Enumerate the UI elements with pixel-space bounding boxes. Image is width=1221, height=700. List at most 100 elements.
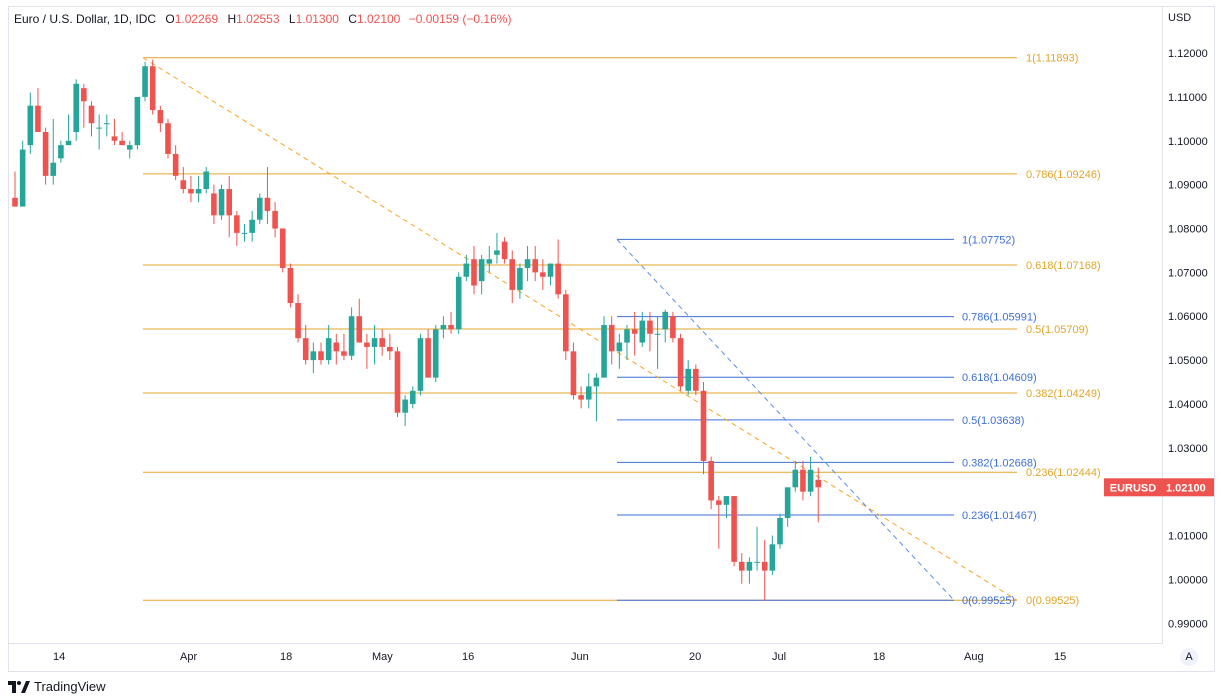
price-axis-labels: 1.12000 1.11000 1.10000 1.09000 1.08000 1.070… bbox=[1162, 48, 1214, 630]
candle-body bbox=[624, 329, 630, 343]
candlestick-chart[interactable]: 1(1.11893) 0.786(1.09246) 0.618(1.07168) 0.… bbox=[9, 7, 1162, 643]
time-tick-label: 16 bbox=[462, 651, 474, 663]
trendline-orange bbox=[142, 57, 1018, 601]
candle-body bbox=[494, 250, 500, 255]
candle-body bbox=[693, 368, 699, 391]
fib-level-blue-label: 0.618(1.04609) bbox=[962, 372, 1037, 384]
open-label: O bbox=[165, 12, 175, 26]
candle-body bbox=[432, 329, 439, 378]
time-tick-label: 14 bbox=[53, 651, 65, 663]
fib-level-orange-label: 0.618(1.07168) bbox=[1026, 260, 1101, 272]
candle-body bbox=[325, 338, 332, 361]
candle-body bbox=[647, 320, 653, 334]
candle-body bbox=[241, 232, 248, 234]
candle-body bbox=[65, 140, 72, 146]
candle-body bbox=[754, 561, 760, 563]
fib-level-blue-label: 0(0.99525) bbox=[962, 595, 1015, 607]
candle-body bbox=[234, 215, 240, 233]
currency-label: USD bbox=[1168, 12, 1192, 24]
price-tick-label: 1.10000 bbox=[1168, 136, 1208, 148]
symbol-tag: EURUSD bbox=[1110, 482, 1157, 494]
auto-scale-button[interactable]: A bbox=[1180, 648, 1198, 666]
candle-body bbox=[295, 303, 301, 339]
branding-text: TradingView bbox=[34, 679, 106, 694]
candle-body bbox=[555, 263, 561, 295]
candle-body bbox=[478, 259, 485, 282]
fib-level-blue-label: 0.786(1.05991) bbox=[962, 312, 1037, 324]
candle-body bbox=[394, 351, 401, 413]
candle-body bbox=[570, 351, 577, 396]
time-axis[interactable]: 14 Apr 18 May 16 Jun 20 Jul 18 Aug 15 bbox=[8, 643, 1163, 672]
candle-body bbox=[379, 338, 385, 347]
last-price-label: 1.02100 bbox=[1166, 482, 1206, 494]
candle-body bbox=[746, 561, 753, 571]
fib-level-blue-label: 0.5(1.03638) bbox=[962, 415, 1024, 427]
price-tick-label: 1.12000 bbox=[1168, 48, 1208, 60]
candle-body bbox=[149, 66, 156, 111]
candle-body bbox=[716, 500, 722, 505]
candle-body bbox=[731, 496, 737, 562]
candle-body bbox=[119, 140, 125, 146]
price-tick-label: 1.06000 bbox=[1168, 311, 1208, 323]
time-tick-label: 18 bbox=[280, 651, 292, 663]
candle-body bbox=[662, 311, 669, 330]
candle-body bbox=[333, 342, 340, 352]
candle-body bbox=[761, 561, 768, 571]
candle-body bbox=[784, 487, 791, 518]
candle-body bbox=[417, 338, 424, 391]
candle-body bbox=[532, 259, 538, 273]
candle-body bbox=[88, 105, 95, 124]
candle-body bbox=[272, 210, 278, 229]
candle-body bbox=[677, 338, 684, 387]
candle-body bbox=[218, 189, 225, 216]
price-tick-label: 1.07000 bbox=[1168, 267, 1208, 279]
candle-body bbox=[111, 136, 118, 141]
open-value: 1.02269 bbox=[174, 12, 219, 26]
last-price-bg bbox=[1162, 478, 1214, 497]
candle-body bbox=[654, 333, 661, 335]
time-tick-label: Apr bbox=[180, 651, 197, 663]
close-value: 1.02100 bbox=[356, 12, 401, 26]
candle-body bbox=[486, 259, 493, 264]
candle-body bbox=[364, 342, 370, 347]
price-tick-label: 1.04000 bbox=[1168, 399, 1208, 411]
candle-body bbox=[211, 193, 217, 216]
tradingview-branding[interactable]: TradingView bbox=[8, 679, 106, 694]
candle-body bbox=[402, 399, 408, 413]
candle-body bbox=[318, 351, 324, 361]
candle-body bbox=[180, 180, 187, 190]
chart-area[interactable]: 1(1.11893) 0.786(1.09246) 0.618(1.07168) 0.… bbox=[8, 6, 1163, 644]
candle-body bbox=[279, 228, 286, 268]
time-tick-label: Jul bbox=[772, 651, 786, 663]
candle-body bbox=[540, 272, 546, 277]
candle-body bbox=[593, 377, 600, 387]
candle-body bbox=[585, 386, 592, 400]
candle-body bbox=[287, 267, 294, 304]
fib-level-blue-label: 1(1.07752) bbox=[962, 234, 1015, 246]
low-label: L bbox=[288, 12, 296, 26]
candle-body bbox=[371, 338, 378, 347]
axis-corner bbox=[1162, 643, 1215, 672]
candle-body bbox=[35, 105, 41, 133]
price-axis[interactable]: 1.12000 1.11000 1.10000 1.09000 1.08000 1.070… bbox=[1162, 6, 1215, 643]
candle-body bbox=[310, 351, 317, 361]
close-label: C bbox=[348, 12, 357, 26]
price-tick-label: 1.05000 bbox=[1168, 355, 1208, 367]
candle-body bbox=[19, 149, 26, 207]
candle-body bbox=[348, 316, 355, 356]
candle-body bbox=[738, 561, 745, 571]
candle-body bbox=[425, 338, 431, 378]
price-tick-label: 1.01000 bbox=[1168, 531, 1208, 543]
price-tick-label: 1.11000 bbox=[1168, 92, 1207, 104]
candle-body bbox=[547, 263, 554, 277]
fib-level-orange-label: 0.786(1.09246) bbox=[1026, 169, 1101, 181]
candle-body bbox=[463, 263, 470, 277]
price-tick-label: 1.08000 bbox=[1168, 224, 1208, 236]
candle-body bbox=[126, 145, 133, 150]
candle-body bbox=[524, 259, 531, 268]
candle-body bbox=[769, 544, 776, 571]
fib-level-blue-label: 0.236(1.01467) bbox=[962, 510, 1037, 522]
candle-body bbox=[608, 325, 615, 352]
candle-body bbox=[448, 325, 454, 330]
candle-body bbox=[356, 316, 363, 343]
